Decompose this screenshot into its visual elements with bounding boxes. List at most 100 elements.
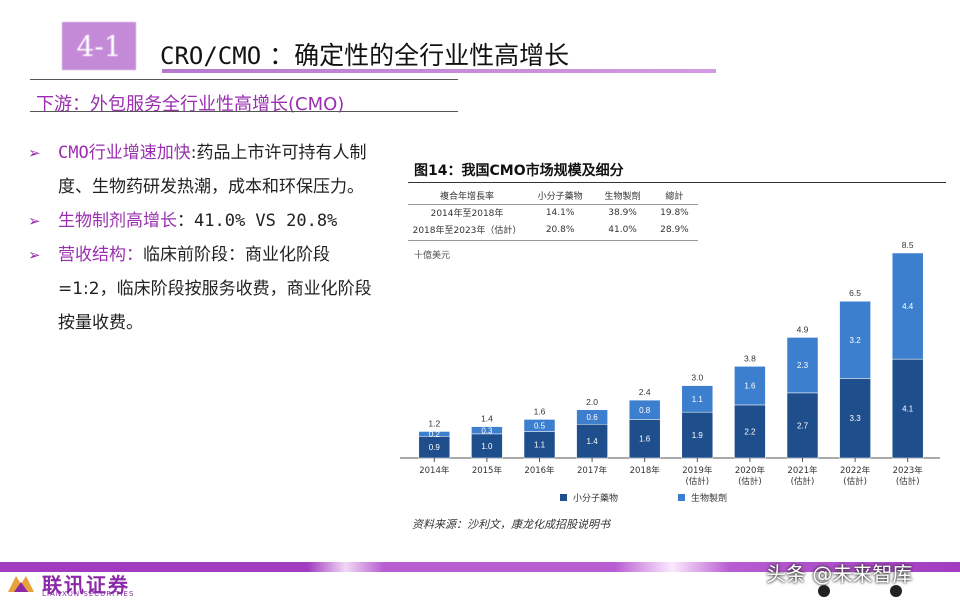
watermark: 头条 @未来智库 [766, 562, 913, 586]
arrow-bullet-icon: ➢ [28, 246, 41, 264]
bar-value-label: 0.8 [639, 406, 651, 415]
legend-swatch [678, 494, 686, 501]
bullet-item: ➢ 营收结构：临床前阶段：商业化阶段=1:2，临床阶段按服务收费，商业化阶段按量… [28, 238, 383, 340]
x-tick-label: 2021年 [787, 465, 818, 476]
divider [30, 79, 458, 80]
x-tick-label: (估計) [843, 476, 867, 487]
bar-value-label: 2.3 [797, 361, 809, 370]
bar-segment [576, 409, 608, 425]
bar-total-label: 1.4 [481, 414, 493, 424]
bar-total-label: 3.0 [691, 373, 703, 383]
bullet-item: ➢ CMO行业增速加快:药品上市许可持有人制度、生物药研发热潮，成本和环保压力。 [28, 136, 383, 204]
table-cell: 19.8% [660, 207, 689, 218]
slide-subtitle: 下游：外包服务全行业性高增长(CMO) [36, 94, 345, 115]
legend-swatch [560, 494, 567, 501]
watermark-dot [890, 585, 902, 597]
bar-value-label: 0.2 [429, 430, 441, 439]
table-header: 複合年增長率 [439, 192, 494, 202]
arrow-bullet-icon: ➢ [28, 212, 41, 230]
bar-segment [628, 399, 661, 420]
subtitle-underline [30, 111, 458, 112]
bar-segment [786, 392, 819, 459]
bar-value-label: 1.1 [534, 441, 546, 450]
bullet-item: ➢ 生物制剂高增长：41.0% VS 20.8% [28, 204, 383, 238]
legend-item: 小分子藥物 [560, 491, 618, 504]
bar-segment [523, 431, 556, 459]
bar-value-label: 0.9 [429, 443, 441, 452]
bullet-highlight: 营收结构： [58, 245, 143, 265]
x-tick-label: 2014年 [419, 465, 450, 476]
bar-value-label: 0.6 [587, 413, 599, 422]
table-header: 小分子藥物 [537, 192, 583, 202]
table-header: 總計 [665, 192, 684, 202]
bullet-text: :药品上市许可持有人制度、生物药研发热潮，成本和环保压力。 [58, 143, 367, 197]
bar-value-label: 1.9 [692, 431, 704, 440]
bar-value-label: 3.3 [850, 414, 862, 423]
x-tick-label: 2018年 [630, 465, 661, 476]
x-tick-label: 2017年 [577, 465, 608, 476]
table-header: 生物製劑 [604, 192, 641, 202]
bar-value-label: 4.4 [902, 302, 914, 311]
bar-segment [471, 433, 503, 459]
bar-total-label: 2.4 [639, 387, 651, 397]
bar-segment [681, 385, 714, 413]
table-cell: 20.8% [545, 224, 575, 235]
bar-segment [418, 431, 451, 437]
bar-value-label: 4.1 [902, 405, 914, 414]
footer-bar [0, 562, 960, 572]
bar-total-label: 3.8 [744, 353, 756, 363]
stacked-bar-chart: 0.9 0.2 1.2 2014年 1.0 0.3 1.4 2015年 1.1 0.5 1.6 201… [400, 240, 940, 487]
source-note: 资料来源：沙利文，康龙化成招股说明书 [412, 518, 610, 531]
x-tick-label: (估計) [791, 476, 815, 487]
table-rule [408, 204, 698, 205]
bar-segment [523, 419, 556, 432]
bar-segment [786, 337, 819, 394]
x-tick-label: 2020年 [735, 465, 766, 476]
title-underline [162, 69, 716, 73]
chart-legend: 小分子藥物 生物製劑 [560, 491, 727, 504]
table-row: 2018年至2023年（估計） 20.8% 41.0% 28.9% [408, 221, 698, 238]
table-cell: 28.9% [660, 224, 689, 235]
bullet-highlight: CMO行业增速加快 [58, 143, 191, 163]
unit-label: 十億美元 [414, 251, 451, 261]
x-tick-label: 2019年 [682, 465, 713, 476]
growth-table: 複合年增長率 小分子藥物 生物製劑 總計 2014年至2018年 14.1% 3… [408, 187, 698, 238]
bar-value-label: 1.1 [692, 395, 704, 404]
bar-value-label: 2.7 [797, 421, 809, 430]
x-tick-label: 2023年 [893, 465, 924, 476]
bar-total-label: 8.5 [902, 240, 914, 250]
bullet-list: ➢ CMO行业增速加快:药品上市许可持有人制度、生物药研发热潮，成本和环保压力。… [28, 136, 383, 340]
table-row: 2014年至2018年 14.1% 38.9% 19.8% [408, 204, 698, 221]
arrow-bullet-icon: ➢ [28, 144, 41, 162]
bar-value-label: 0.5 [534, 421, 546, 430]
lianxun-logo-icon [8, 576, 34, 592]
bar-value-label: 1.6 [744, 382, 756, 391]
bullet-text: 临床前阶段：商业化阶段=1:2，临床阶段按服务收费，商业化阶段按量收费。 [58, 245, 372, 333]
bullet-highlight: 生物制剂高增长 [58, 211, 177, 231]
bar-value-label: 1.4 [587, 437, 599, 446]
figure-title: 图14：我国CMO市场规模及细分 [414, 163, 624, 179]
x-tick-label: (估計) [738, 476, 762, 487]
bar-total-label: 1.6 [534, 406, 546, 416]
legend-label: 生物製劑 [691, 494, 728, 504]
table-header-row: 複合年增長率 小分子藥物 生物製劑 總計 [408, 187, 698, 204]
x-tick-label: 2016年 [524, 465, 555, 476]
bar-total-label: 2.0 [586, 397, 598, 407]
bar-value-label: 3.2 [850, 336, 862, 345]
legend-item: 生物製劑 [678, 491, 727, 504]
x-tick-label: (估計) [896, 476, 920, 487]
bar-value-label: 0.3 [481, 426, 493, 435]
bar-segment [891, 252, 924, 360]
figure-rule [408, 182, 946, 183]
company-logo-subtext: LIANXUN SECURITIES [42, 590, 135, 598]
company-logo-text: 联讯证券 [42, 573, 130, 597]
table-rule [408, 240, 698, 241]
x-tick-label: 2022年 [840, 465, 871, 476]
table-cell: 2014年至2018年 [430, 209, 504, 219]
bar-segment [839, 378, 871, 459]
table-cell: 14.1% [545, 207, 575, 218]
table-cell: 41.0% [608, 224, 637, 235]
bar-segment [471, 426, 503, 435]
bar-value-label: 2.2 [744, 427, 756, 436]
bar-segment [734, 366, 766, 406]
